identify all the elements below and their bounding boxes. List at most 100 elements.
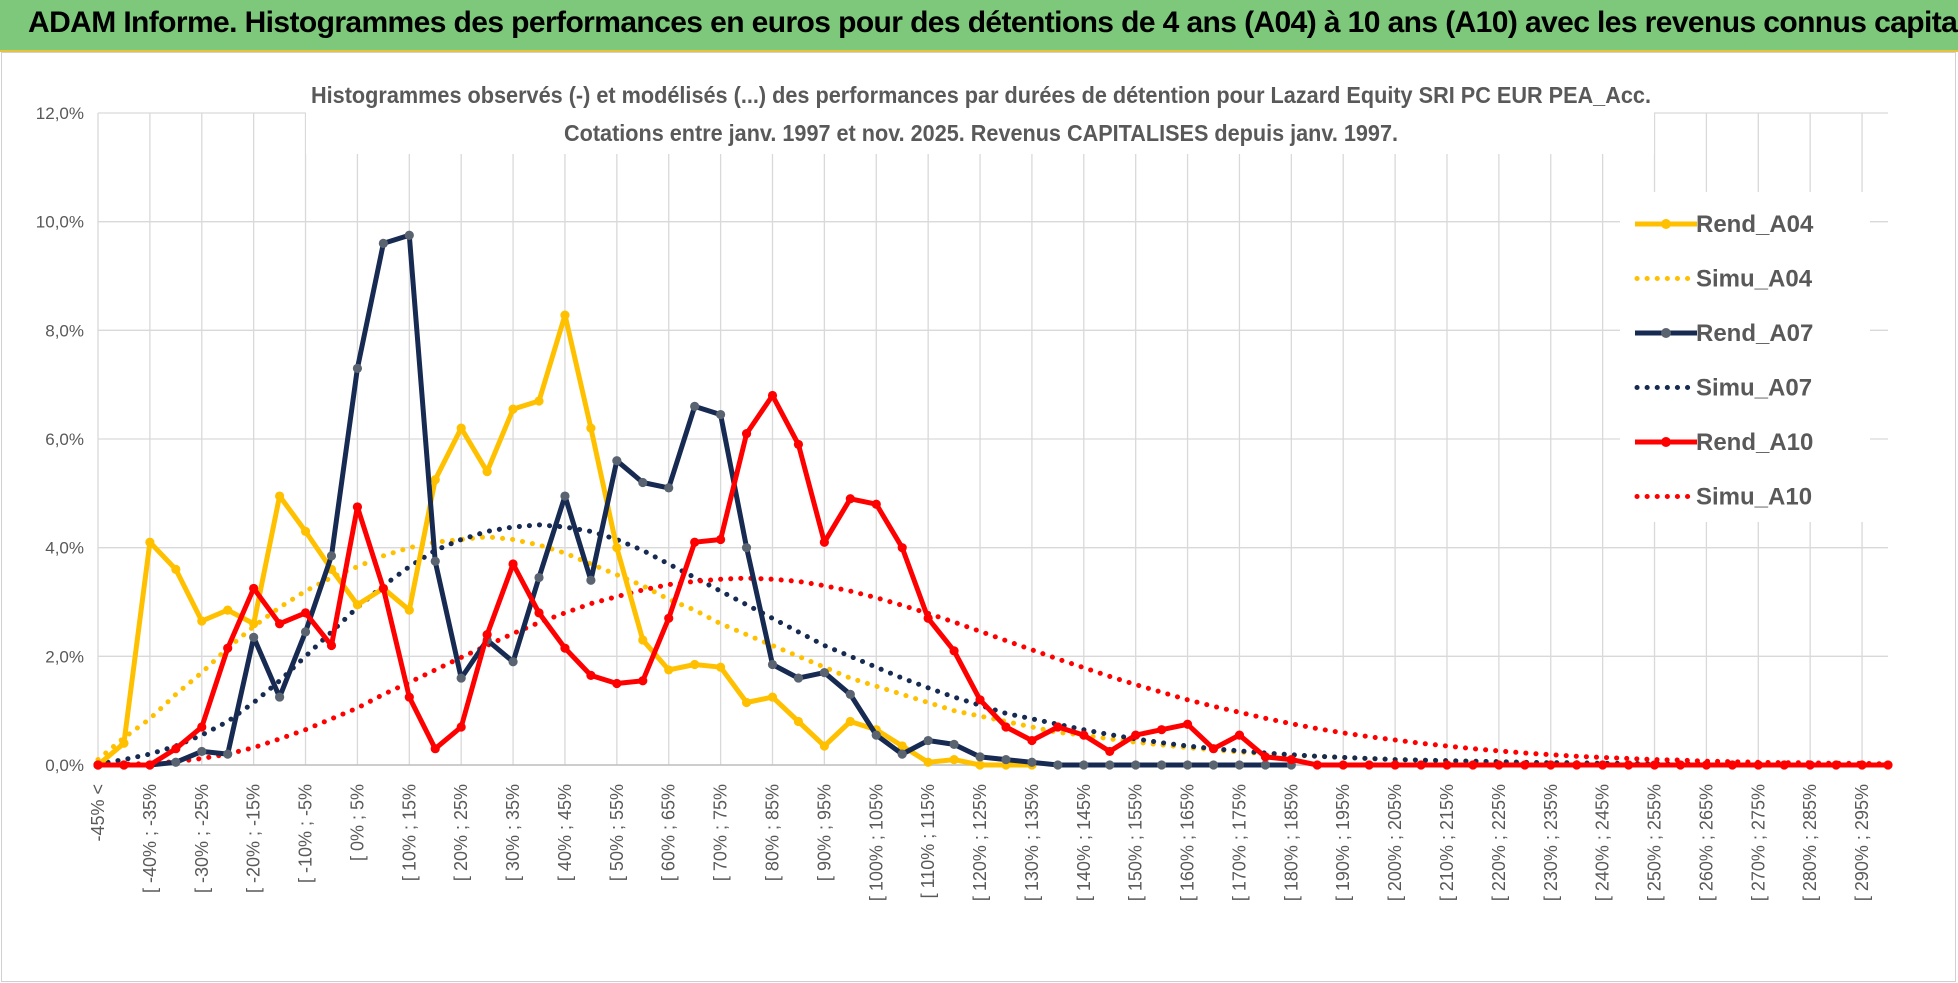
- x-tick-label: [ 160% ; 165%: [1178, 784, 1198, 901]
- data-point: [741, 697, 752, 708]
- x-tick-label: [ 0% ; 5%: [347, 784, 367, 861]
- y-axis: 0,0% 2,0% 4,0% 6,0% 8,0% 10,0% 12,0%: [36, 104, 84, 775]
- data-point: [1182, 760, 1193, 770]
- data-point: [819, 537, 829, 547]
- data-point: [716, 409, 726, 420]
- data-point: [1105, 746, 1115, 757]
- data-point: [1053, 722, 1063, 732]
- data-point: [1494, 760, 1504, 770]
- data-point: [638, 477, 648, 488]
- series-rend-a07: [93, 230, 1296, 770]
- x-tick-label: [ 180% ; 185%: [1281, 784, 1301, 901]
- x-tick-label: [ -10% ; -5%: [296, 784, 316, 883]
- x-tick-label: [ 60% ; 65%: [659, 784, 679, 881]
- data-point: [1364, 760, 1374, 770]
- data-point: [741, 428, 752, 439]
- data-point: [93, 760, 103, 770]
- data-point: [223, 749, 233, 759]
- data-point: [897, 741, 907, 751]
- series-simu-a04: [95, 534, 1891, 768]
- data-point: [171, 757, 181, 767]
- data-point: [352, 363, 363, 373]
- data-point: [923, 757, 933, 767]
- x-tick-label: [ 10% ; 15%: [399, 784, 419, 881]
- data-point: [171, 744, 181, 754]
- data-point: [845, 494, 855, 504]
- data-point: [430, 744, 440, 754]
- data-point: [1701, 760, 1712, 770]
- x-tick-label: [ 20% ; 25%: [451, 784, 471, 881]
- data-point: [1131, 760, 1141, 770]
- data-point: [612, 678, 622, 689]
- x-tick-label: [ 220% ; 225%: [1489, 784, 1509, 901]
- data-point: [404, 230, 414, 240]
- data-point: [1182, 719, 1193, 729]
- data-point: [1520, 760, 1530, 770]
- y-tick-label: 0,0%: [45, 756, 84, 775]
- data-point: [819, 741, 829, 751]
- data-point: [793, 673, 804, 683]
- data-point: [274, 491, 285, 501]
- x-tick-label: [ 130% ; 135%: [1022, 784, 1042, 901]
- report-title: ADAM Informe. Histogrammes des performan…: [28, 6, 1958, 39]
- data-point: [197, 722, 207, 732]
- data-point: [223, 643, 233, 653]
- data-point: [638, 676, 648, 686]
- data-point: [923, 735, 933, 746]
- data-point: [1649, 760, 1660, 770]
- data-point: [197, 616, 207, 626]
- x-tick-label: [ 50% ; 55%: [607, 784, 627, 881]
- data-point: [1857, 760, 1867, 770]
- data-point: [508, 404, 518, 414]
- data-point: [664, 665, 674, 675]
- data-point: [897, 749, 907, 759]
- legend: Rend_A04 Simu_A04 Rend_A07 Simu_A07 Rend_A10…: [1620, 192, 1870, 522]
- data-point: [664, 613, 674, 623]
- data-point: [404, 692, 414, 702]
- data-point: [741, 543, 752, 553]
- data-point: [249, 619, 259, 629]
- legend-background: [1620, 192, 1870, 522]
- series-rend-a04: [93, 310, 1037, 770]
- legend-marker: [1661, 437, 1671, 447]
- data-point: [1105, 760, 1115, 770]
- data-point: [249, 632, 259, 642]
- data-point: [274, 692, 285, 702]
- data-point: [145, 760, 155, 770]
- data-point: [923, 613, 933, 623]
- data-point: [378, 238, 388, 248]
- x-tick-label: [ 110% ; 115%: [918, 784, 938, 898]
- data-point: [145, 537, 155, 547]
- legend-item-rend-a07: Rend_A07: [1635, 320, 1813, 347]
- x-tick-label: [ 230% ; 235%: [1541, 784, 1561, 901]
- series-layer: [93, 230, 1893, 770]
- data-point: [871, 499, 881, 509]
- data-point: [326, 640, 337, 651]
- series-line: [98, 393, 1888, 768]
- data-point: [1027, 757, 1037, 767]
- data-point: [975, 752, 985, 762]
- x-axis: -45% < [ -40% ; -35% [ -30% ; -25% [ -20% ;…: [88, 784, 1872, 901]
- data-point: [1027, 735, 1037, 746]
- data-point: [975, 695, 985, 705]
- x-tick-label: [ 90% ; 95%: [814, 784, 834, 881]
- data-point: [1416, 760, 1426, 770]
- x-tick-label: [ 30% ; 35%: [503, 784, 523, 881]
- series-line: [95, 575, 1891, 768]
- data-point: [534, 396, 544, 406]
- data-point: [897, 543, 907, 553]
- series-line: [95, 522, 1891, 768]
- data-point: [508, 657, 518, 667]
- x-tick-label: [ 150% ; 155%: [1126, 784, 1146, 901]
- data-point: [793, 716, 804, 727]
- x-tick-label: [ 240% ; 245%: [1593, 784, 1613, 901]
- data-point: [456, 423, 466, 433]
- legend-item-simu-a10: Simu_A10: [1634, 484, 1812, 511]
- y-tick-label: 8,0%: [45, 321, 84, 340]
- x-tick-label: [ 280% ; 285%: [1800, 784, 1820, 901]
- y-tick-label: 4,0%: [45, 539, 84, 558]
- y-tick-label: 12,0%: [36, 104, 84, 123]
- data-point: [1312, 760, 1322, 770]
- legend-marker: [1661, 219, 1671, 229]
